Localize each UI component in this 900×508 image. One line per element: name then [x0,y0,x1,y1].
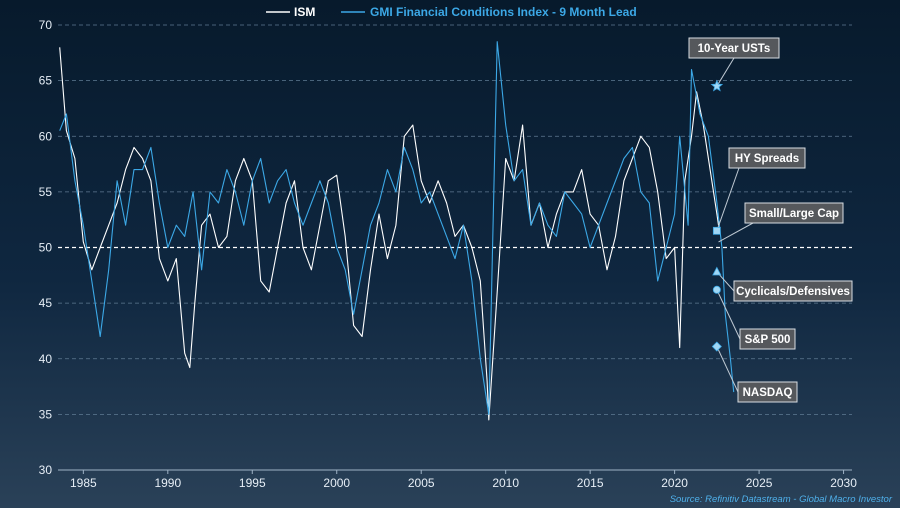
grid [58,24,852,415]
legend-label-gmi: GMI Financial Conditions Index - 9 Month… [370,5,637,19]
x-ticks: 1985 1990 1995 2000 2005 2010 2015 2020 2025 2030 [70,470,857,490]
series-line-ism [59,47,720,421]
y-tick-label: 60 [39,129,53,143]
annotation-connector-10-year-usts [716,57,735,87]
y-tick-label: 35 [39,407,53,421]
y-tick-label: 65 [39,74,53,88]
marker-hy-spreads [712,226,721,235]
marker-layer: 10-Year USTs HY Spreads Small/Large Cap Cyc… [688,37,853,403]
x-tick-label: 2020 [661,476,688,490]
annotation-label-hy-spreads: HY Spreads [735,153,799,165]
annotation-label-s-p-500: S&P 500 [745,334,791,346]
marker-nasdaq [711,341,722,352]
annotation-box-cyclicals-defensives [733,280,853,302]
y-tick-label: 30 [39,463,53,477]
y-ticks: 30 35 40 45 50 55 60 65 70 [39,18,53,477]
legend: ISM GMI Financial Conditions Index - 9 M… [266,5,637,19]
annotation-label-nasdaq: NASDAQ [743,387,793,399]
marker-cyclicals-defensives [712,266,722,276]
x-tick-label: 1990 [154,476,181,490]
marker-s-p-500 [712,285,721,294]
x-tick-label: 2010 [492,476,519,490]
source-note: Source: Refinitiv Datastream - Global Ma… [670,494,893,505]
x-tick-label: 2025 [746,476,773,490]
y-tick-label: 70 [39,18,53,32]
series-layer [59,41,735,421]
legend-label-ism: ISM [294,5,315,19]
x-tick-label: 2000 [323,476,350,490]
annotation-label-small-large-cap: Small/Large Cap [749,208,839,220]
annotation-connector-nasdaq [716,346,739,393]
y-tick-label: 40 [39,352,53,366]
y-tick-label: 50 [39,241,53,255]
annotation-connector-hy-spreads [716,167,740,231]
annotation-connector-small-large-cap [718,222,754,243]
y-tick-label: 45 [39,296,53,310]
x-tick-label: 1985 [70,476,97,490]
series-line-gmi-financial-conditions-index-9-month-lead [59,41,735,415]
annotation-box-small-large-cap [744,202,844,224]
annotation-box-nasdaq [737,381,798,403]
annotation-box-10-year-usts [688,37,780,59]
x-tick-label: 2015 [577,476,604,490]
annotation-connector-s-p-500 [716,289,741,340]
annotation-box-s-p-500 [739,328,796,350]
x-tick-label: 2005 [408,476,435,490]
x-tick-label: 2030 [830,476,857,490]
marker-10-year-usts [710,79,724,92]
x-tick-label: 1995 [239,476,266,490]
y-tick-label: 55 [39,185,53,199]
annotation-box-hy-spreads [728,147,806,169]
annotation-label-10-year-usts: 10-Year USTs [698,43,771,55]
annotation-label-cyclicals-defensives: Cyclicals/Defensives [736,286,850,298]
